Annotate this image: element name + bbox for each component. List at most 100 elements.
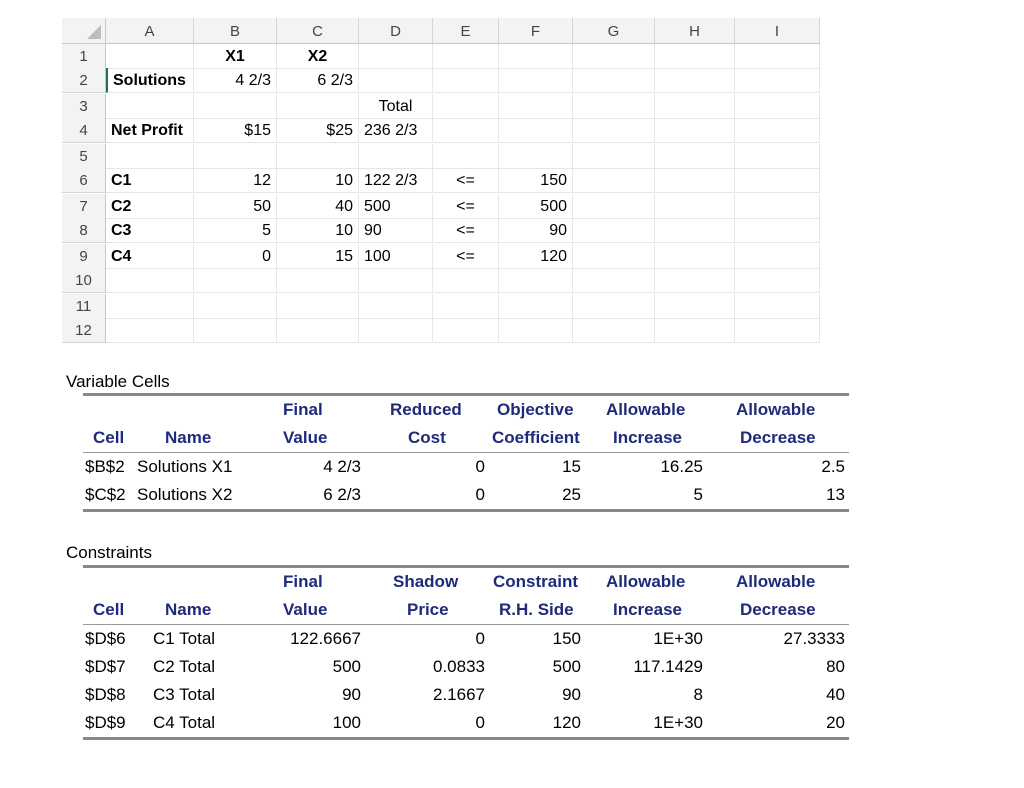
grid-cell[interactable]: [655, 218, 735, 243]
grid-cell[interactable]: [735, 94, 820, 119]
grid-cell[interactable]: [433, 118, 499, 143]
grid-cell[interactable]: [359, 144, 433, 169]
grid-cell[interactable]: [194, 294, 277, 319]
grid-cell[interactable]: [499, 68, 573, 93]
grid-cell[interactable]: [573, 294, 655, 319]
cell-d4[interactable]: 236 2/3: [359, 118, 433, 143]
constraint-operator-cell[interactable]: <=: [433, 244, 499, 269]
cell-c4[interactable]: $25: [277, 118, 359, 143]
grid-cell[interactable]: [655, 118, 735, 143]
grid-cell[interactable]: [573, 318, 655, 343]
column-header-e[interactable]: E: [433, 18, 499, 44]
grid-cell[interactable]: [735, 168, 820, 193]
column-header-c[interactable]: C: [277, 18, 359, 44]
grid-cell[interactable]: [573, 68, 655, 93]
grid-cell[interactable]: [735, 318, 820, 343]
grid-cell[interactable]: [573, 44, 655, 69]
grid-cell[interactable]: [433, 318, 499, 343]
grid-cell[interactable]: [106, 318, 194, 343]
cell-c1[interactable]: X2: [277, 44, 359, 69]
grid-cell[interactable]: [106, 144, 194, 169]
grid-cell[interactable]: [433, 94, 499, 119]
constraint-x1-cell[interactable]: 50: [194, 194, 277, 219]
constraint-x2-cell[interactable]: 10: [277, 168, 359, 193]
grid-cell[interactable]: [573, 244, 655, 269]
cell-c2[interactable]: 6 2/3: [277, 68, 359, 93]
grid-cell[interactable]: [499, 44, 573, 69]
constraint-rhs-cell[interactable]: 120: [499, 244, 573, 269]
grid-cell[interactable]: [433, 68, 499, 93]
cell-b2[interactable]: 4 2/3: [194, 68, 277, 93]
row-header-7[interactable]: 7: [62, 194, 106, 219]
cell-a2[interactable]: Solutions: [106, 68, 194, 93]
constraint-x1-cell[interactable]: 12: [194, 168, 277, 193]
grid-cell[interactable]: [194, 94, 277, 119]
grid-cell[interactable]: [735, 218, 820, 243]
grid-cell[interactable]: [277, 294, 359, 319]
grid-cell[interactable]: [573, 94, 655, 119]
grid-cell[interactable]: [655, 244, 735, 269]
grid-cell[interactable]: [655, 168, 735, 193]
grid-cell[interactable]: [106, 44, 194, 69]
constraint-name-cell[interactable]: C3: [106, 218, 194, 243]
cell-a4[interactable]: Net Profit: [106, 118, 194, 143]
row-header-5[interactable]: 5: [62, 144, 106, 169]
row-header-6[interactable]: 6: [62, 168, 106, 193]
column-header-g[interactable]: G: [573, 18, 655, 44]
grid-cell[interactable]: [277, 268, 359, 293]
grid-cell[interactable]: [499, 268, 573, 293]
grid-cell[interactable]: [359, 294, 433, 319]
cell-d3[interactable]: Total: [359, 94, 433, 119]
grid-cell[interactable]: [359, 268, 433, 293]
grid-cell[interactable]: [573, 168, 655, 193]
column-header-b[interactable]: B: [194, 18, 277, 44]
constraint-rhs-cell[interactable]: 500: [499, 194, 573, 219]
grid-cell[interactable]: [499, 144, 573, 169]
grid-cell[interactable]: [277, 94, 359, 119]
grid-cell[interactable]: [277, 318, 359, 343]
column-header-d[interactable]: D: [359, 18, 433, 44]
row-header-4[interactable]: 4: [62, 118, 106, 143]
constraint-name-cell[interactable]: C4: [106, 244, 194, 269]
constraint-total-cell[interactable]: 122 2/3: [359, 168, 433, 193]
grid-cell[interactable]: [194, 268, 277, 293]
row-header-1[interactable]: 1: [62, 44, 106, 69]
grid-cell[interactable]: [277, 144, 359, 169]
select-all-corner[interactable]: [62, 18, 106, 44]
constraint-total-cell[interactable]: 90: [359, 218, 433, 243]
row-header-10[interactable]: 10: [62, 268, 106, 293]
grid-cell[interactable]: [735, 118, 820, 143]
grid-cell[interactable]: [433, 294, 499, 319]
grid-cell[interactable]: [735, 144, 820, 169]
grid-cell[interactable]: [735, 244, 820, 269]
row-header-11[interactable]: 11: [62, 294, 106, 319]
row-header-12[interactable]: 12: [62, 318, 106, 343]
row-header-3[interactable]: 3: [62, 94, 106, 119]
column-header-f[interactable]: F: [499, 18, 573, 44]
grid-cell[interactable]: [735, 268, 820, 293]
grid-cell[interactable]: [655, 318, 735, 343]
constraint-total-cell[interactable]: 100: [359, 244, 433, 269]
grid-cell[interactable]: [499, 294, 573, 319]
grid-cell[interactable]: [194, 318, 277, 343]
cell-b4[interactable]: $15: [194, 118, 277, 143]
constraint-rhs-cell[interactable]: 150: [499, 168, 573, 193]
grid-cell[interactable]: [573, 218, 655, 243]
grid-cell[interactable]: [106, 294, 194, 319]
grid-cell[interactable]: [573, 144, 655, 169]
constraint-operator-cell[interactable]: <=: [433, 168, 499, 193]
grid-cell[interactable]: [655, 68, 735, 93]
constraint-x1-cell[interactable]: 0: [194, 244, 277, 269]
grid-cell[interactable]: [735, 44, 820, 69]
grid-cell[interactable]: [359, 44, 433, 69]
grid-cell[interactable]: [106, 94, 194, 119]
grid-cell[interactable]: [573, 268, 655, 293]
constraint-x2-cell[interactable]: 10: [277, 218, 359, 243]
grid-cell[interactable]: [499, 118, 573, 143]
row-header-8[interactable]: 8: [62, 218, 106, 243]
grid-cell[interactable]: [655, 268, 735, 293]
constraint-operator-cell[interactable]: <=: [433, 218, 499, 243]
grid-cell[interactable]: [573, 118, 655, 143]
constraint-total-cell[interactable]: 500: [359, 194, 433, 219]
grid-cell[interactable]: [735, 294, 820, 319]
